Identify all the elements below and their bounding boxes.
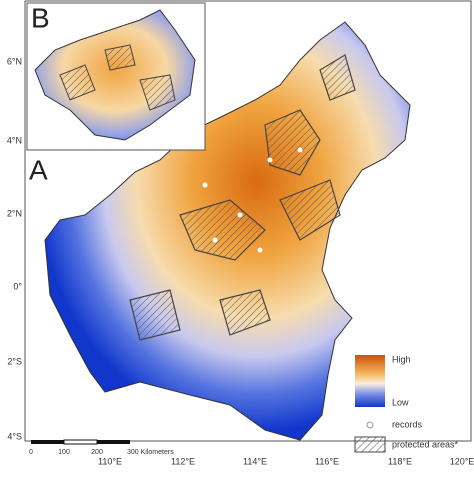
legend-record-symbol	[366, 421, 374, 429]
legend-label: records	[392, 419, 423, 429]
scale-label: 100	[58, 449, 70, 456]
latitude-label: 4°N	[7, 135, 22, 145]
scale-label: 300 Kilometers	[127, 449, 174, 456]
legend-label: High	[392, 354, 411, 364]
inset-protected-areas	[59, 44, 176, 111]
legend-label: Low	[392, 397, 409, 407]
protected-areas	[129, 54, 356, 341]
longitude-label: 116°E	[315, 456, 339, 466]
longitude-label: 114°E	[243, 456, 267, 466]
latitude-label: 0°	[13, 281, 22, 291]
latitude-label: 2°N	[7, 208, 22, 218]
panel-label: B	[31, 2, 50, 33]
latitude-label: 4°S	[7, 431, 22, 441]
latitude-label: 6°N	[7, 56, 22, 66]
scale-label: 200	[91, 449, 103, 456]
longitude-label: 110°E	[98, 456, 122, 466]
longitude-label: 118°E	[388, 456, 412, 466]
longitude-label: 112°E	[171, 456, 195, 466]
scale-bar	[31, 439, 130, 445]
panel-label: A	[29, 154, 48, 185]
latitude-label: 2°S	[7, 356, 22, 366]
scale-label: 0	[29, 449, 33, 456]
legend-protected-symbol	[354, 436, 386, 453]
legend-label: protected areas*	[392, 439, 459, 449]
records	[202, 147, 303, 253]
longitude-label: 120°E	[450, 456, 474, 466]
legend-gradient	[355, 355, 385, 407]
